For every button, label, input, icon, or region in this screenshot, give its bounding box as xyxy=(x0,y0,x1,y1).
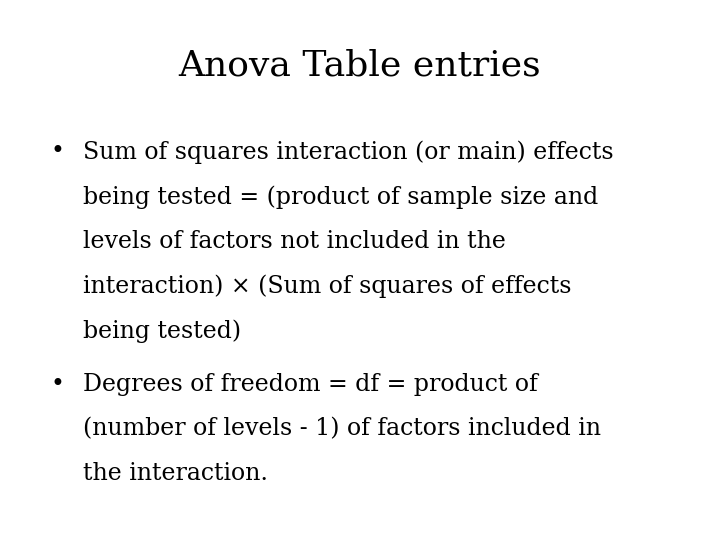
Text: •: • xyxy=(50,140,65,164)
Text: levels of factors not included in the: levels of factors not included in the xyxy=(83,230,505,253)
Text: (number of levels - 1) of factors included in: (number of levels - 1) of factors includ… xyxy=(83,417,600,441)
Text: Degrees of freedom = df = product of: Degrees of freedom = df = product of xyxy=(83,373,538,396)
Text: •: • xyxy=(50,373,65,396)
Text: Anova Table entries: Anova Table entries xyxy=(179,49,541,83)
Text: Sum of squares interaction (or main) effects: Sum of squares interaction (or main) eff… xyxy=(83,140,613,164)
Text: being tested): being tested) xyxy=(83,320,241,343)
Text: the interaction.: the interaction. xyxy=(83,462,268,485)
Text: interaction) × (Sum of squares of effects: interaction) × (Sum of squares of effect… xyxy=(83,275,571,299)
Text: being tested = (product of sample size and: being tested = (product of sample size a… xyxy=(83,185,598,209)
